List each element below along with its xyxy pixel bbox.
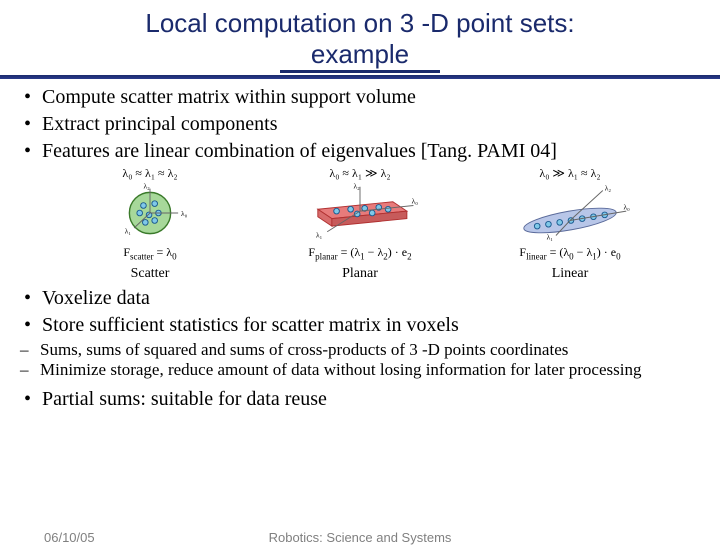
planar-condition: λ₀ ≈ λ₁ ≫ λ₂ (270, 166, 450, 181)
title-line-2: example (311, 39, 409, 69)
bullet-item: Features are linear combination of eigen… (42, 139, 720, 164)
sub-bullet-item: Minimize storage, reduce amount of data … (40, 360, 720, 380)
scatter-diagram: λ₀ λ₂ λ₁ (85, 183, 215, 243)
svg-text:λ₂: λ₂ (605, 184, 612, 193)
planar-label: Planar (270, 266, 450, 282)
bullet-item: Extract principal components (42, 112, 720, 137)
title-line-1: Local computation on 3 -D point sets: (145, 8, 574, 38)
scatter-condition: λ₀ ≈ λ₁ ≈ λ₂ (60, 166, 240, 181)
svg-text:λ₁: λ₁ (316, 231, 323, 240)
svg-text:λ₀: λ₀ (623, 203, 630, 212)
svg-text:λ₂: λ₂ (353, 183, 360, 191)
bullet-item: Compute scatter matrix within support vo… (42, 85, 720, 110)
planar-formula: Fplanar = (λ1 − λ2) · e2 (270, 245, 450, 261)
top-bullet-list: Compute scatter matrix within support vo… (0, 85, 720, 164)
last-bullet-list: Partial sums: suitable for data reuse (0, 387, 720, 412)
svg-text:λ₁: λ₁ (547, 233, 554, 242)
title-underline (280, 70, 440, 73)
slide: Local computation on 3 -D point sets: ex… (0, 0, 720, 540)
linear-label: Linear (480, 266, 660, 282)
scatter-label: Scatter (60, 266, 240, 282)
sub-bullet-list: Sums, sums of squared and sums of cross-… (0, 340, 720, 381)
linear-formula: Flinear = (λ0 − λ1) · e0 (480, 245, 660, 261)
svg-text:λ₂: λ₂ (143, 183, 150, 191)
figure-row: λ₀ ≈ λ₁ ≈ λ₂ λ₀ λ₂ λ₁ Fscatter = λ0 Scat… (0, 166, 720, 281)
figure-linear: λ₀ ≫ λ₁ ≈ λ₂ λ₀ λ₂ λ₁ Flinear = (λ0 − λ1… (480, 166, 660, 281)
bullet-item: Partial sums: suitable for data reuse (42, 387, 720, 412)
figure-scatter: λ₀ ≈ λ₁ ≈ λ₂ λ₀ λ₂ λ₁ Fscatter = λ0 Scat… (60, 166, 240, 281)
svg-text:λ₀: λ₀ (412, 197, 419, 206)
svg-text:λ₀: λ₀ (181, 209, 188, 218)
bullet-item: Voxelize data (42, 286, 720, 311)
mid-bullet-list: Voxelize data Store sufficient statistic… (0, 286, 720, 338)
svg-text:λ₁: λ₁ (125, 227, 132, 236)
bullet-item: Store sufficient statistics for scatter … (42, 313, 720, 338)
scatter-formula: Fscatter = λ0 (60, 245, 240, 261)
slide-title: Local computation on 3 -D point sets: ex… (0, 0, 720, 73)
linear-condition: λ₀ ≫ λ₁ ≈ λ₂ (480, 166, 660, 181)
sub-bullet-item: Sums, sums of squared and sums of cross-… (40, 340, 720, 360)
title-divider (0, 75, 720, 79)
planar-diagram: λ₀ λ₂ λ₁ (295, 183, 425, 243)
footer-center: Robotics: Science and Systems (0, 530, 720, 545)
figure-planar: λ₀ ≈ λ₁ ≫ λ₂ λ₀ λ₂ (270, 166, 450, 281)
linear-diagram: λ₀ λ₂ λ₁ (505, 183, 635, 243)
